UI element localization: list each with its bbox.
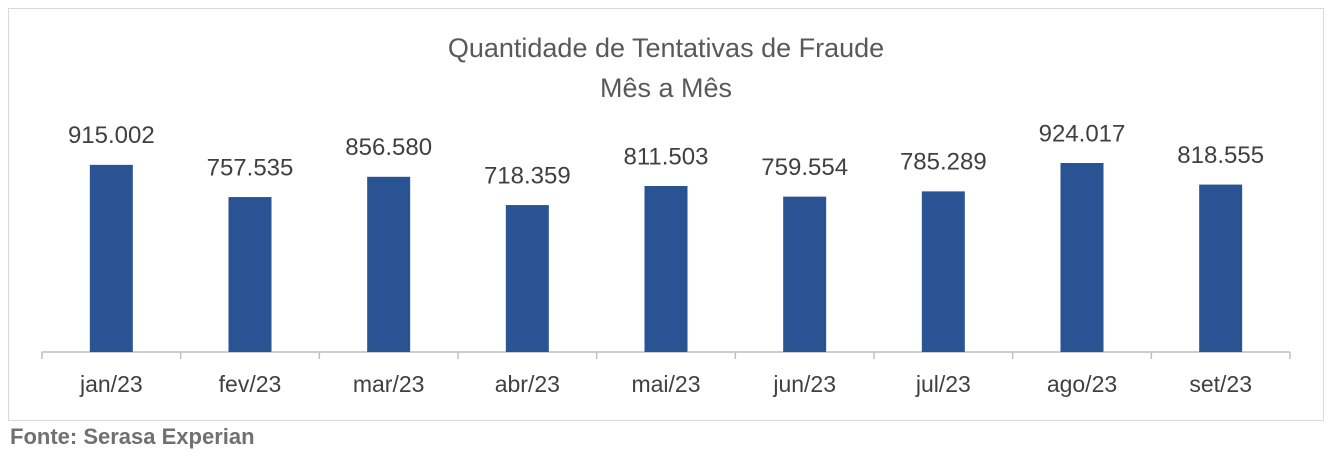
bar	[644, 186, 688, 352]
x-tick-label: mar/23	[353, 371, 425, 397]
bar	[89, 164, 133, 352]
x-tick-label: jul/23	[915, 371, 971, 397]
value-label: 856.580	[345, 134, 432, 161]
chart-title: Mês a Mês	[600, 73, 732, 103]
source-note: Fonte: Serasa Experian	[10, 424, 255, 449]
value-label: 718.359	[484, 162, 571, 189]
x-tick-label: set/23	[1189, 371, 1252, 397]
value-label: 924.017	[1039, 120, 1126, 147]
bar	[505, 205, 549, 352]
bar	[1199, 184, 1243, 352]
chart-title: Quantidade de Tentativas de Fraude	[448, 33, 884, 63]
x-tick-label: ago/23	[1047, 371, 1117, 397]
bar	[228, 197, 272, 352]
value-label: 759.554	[761, 154, 848, 181]
value-label: 811.503	[624, 143, 709, 170]
x-tick-label: fev/23	[219, 371, 282, 397]
bar	[1060, 163, 1104, 352]
value-label: 757.535	[207, 154, 294, 181]
value-label: 785.289	[900, 149, 987, 176]
value-label: 818.555	[1177, 142, 1264, 169]
x-tick-label: mai/23	[631, 371, 700, 397]
x-tick-label: abr/23	[495, 371, 560, 397]
bar	[367, 176, 411, 352]
bar	[921, 191, 965, 352]
bar	[783, 196, 827, 352]
value-label: 915.002	[68, 122, 155, 149]
x-tick-label: jan/23	[79, 371, 143, 397]
x-tick-label: jun/23	[772, 371, 836, 397]
